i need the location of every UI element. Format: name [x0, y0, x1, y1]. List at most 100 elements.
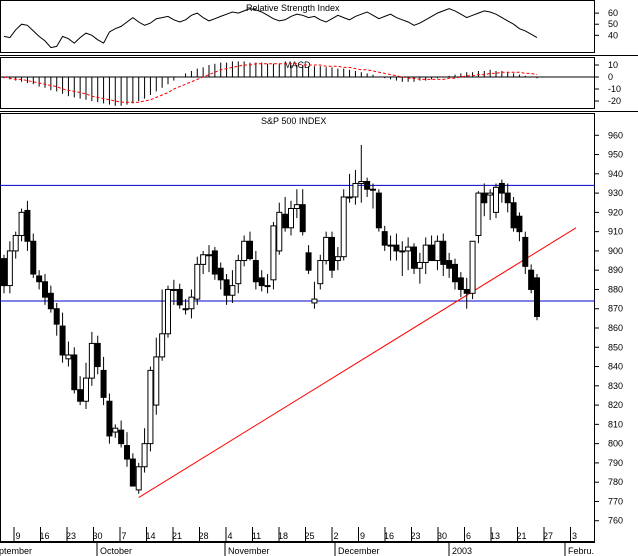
- candle-body: [112, 427, 119, 433]
- candle-body: [528, 269, 535, 290]
- candle-body: [516, 215, 523, 233]
- price-tick-label: 940: [608, 169, 623, 179]
- candle-body: [124, 445, 130, 460]
- candle-body: [446, 260, 453, 269]
- candle-body: [282, 213, 289, 229]
- candle-body: [100, 369, 107, 398]
- candle-body: [153, 356, 160, 406]
- candle-body: [118, 429, 125, 445]
- price-tick-label: 800: [608, 439, 623, 449]
- candle-body: [12, 234, 19, 252]
- price-tick-label: 900: [608, 246, 623, 256]
- candle-body: [457, 277, 464, 290]
- price-tick-label: 870: [608, 304, 623, 314]
- candle-body: [170, 288, 177, 291]
- price-tick-label: 880: [608, 284, 623, 294]
- candle-body: [305, 252, 312, 271]
- macd-series: [0, 61, 595, 106]
- candle-body: [399, 250, 406, 253]
- candle-body: [340, 196, 347, 258]
- candle-body: [30, 240, 37, 275]
- candle-body: [47, 292, 54, 310]
- price-tick-label: 960: [608, 130, 623, 140]
- price-series: [0, 144, 595, 499]
- candle-body: [129, 458, 136, 487]
- month-label: Febru.: [568, 546, 594, 556]
- candle-body: [346, 196, 353, 199]
- macd-panel: [0, 57, 595, 109]
- candle-body: [452, 263, 458, 283]
- candle-body: [311, 298, 318, 304]
- candle-body: [416, 261, 423, 269]
- date-tick-label: 3: [572, 531, 577, 541]
- candle-body: [440, 240, 447, 265]
- date-tick-label: 30: [437, 531, 447, 541]
- candle-body: [1, 258, 7, 287]
- price-tick-label: 920: [608, 207, 623, 217]
- candle-body: [487, 192, 494, 196]
- candle-body: [18, 211, 25, 236]
- date-tick-label: 4: [227, 531, 232, 541]
- date-tick-label: 28: [198, 531, 208, 541]
- candle-body: [323, 236, 330, 262]
- rsi-title: Relative Strength Index: [246, 3, 340, 13]
- candle-body: [411, 246, 417, 269]
- candle-body: [106, 400, 113, 437]
- candle-body: [329, 236, 335, 271]
- candle-body: [59, 325, 66, 356]
- month-label: September: [0, 546, 32, 556]
- price-tick-label: 820: [608, 400, 623, 410]
- macd-tick-label: -20: [608, 96, 621, 106]
- rsi-tick-label: 40: [608, 30, 618, 40]
- price-tick-label: 850: [608, 342, 623, 352]
- date-tick-label: 7: [121, 531, 126, 541]
- candle-body: [235, 260, 242, 285]
- price-tick-label: 930: [608, 188, 623, 198]
- candle-body: [188, 296, 195, 310]
- macd-title: MACD: [284, 60, 311, 70]
- candle-body: [252, 260, 259, 283]
- candle-body: [71, 354, 78, 391]
- month-label: 2003: [452, 546, 472, 556]
- price-tick-label: 910: [608, 227, 623, 237]
- rsi-panel: [0, 0, 595, 53]
- date-tick-label: 27: [543, 531, 553, 541]
- price-title: S&P 500 INDEX: [261, 116, 326, 126]
- macd-tick-label: 0: [608, 72, 613, 82]
- candle-body: [159, 333, 166, 358]
- date-tick-label: 16: [384, 531, 394, 541]
- candle-body: [317, 260, 324, 285]
- date-tick-label: 16: [39, 531, 49, 541]
- macd-tick-label: -10: [608, 84, 621, 94]
- candle-body: [475, 192, 482, 236]
- candle-body: [381, 231, 388, 246]
- date-tick-label: 21: [172, 531, 182, 541]
- candle-body: [334, 256, 341, 262]
- price-tick-label: 790: [608, 458, 623, 468]
- date-tick-label: 11: [252, 531, 261, 541]
- date-tick-label: 21: [516, 531, 526, 541]
- candle-body: [42, 281, 48, 298]
- month-label: November: [228, 546, 270, 556]
- candle-body: [288, 208, 294, 229]
- price-tick-label: 780: [608, 477, 623, 487]
- candle-body: [241, 240, 248, 262]
- date-tick-label: 18: [278, 531, 288, 541]
- candle-body: [88, 342, 95, 379]
- candle-body: [223, 279, 230, 296]
- candle-body: [247, 240, 253, 260]
- candle-body: [94, 342, 101, 368]
- rsi-series: [3, 8, 538, 49]
- date-tick-label: 13: [490, 531, 500, 541]
- candle-body: [522, 236, 529, 267]
- rsi-tick-label: 60: [608, 8, 618, 18]
- candle-body: [370, 188, 376, 191]
- candle-body: [83, 377, 89, 402]
- month-label: December: [338, 546, 380, 556]
- candle-body: [194, 263, 201, 300]
- price-tick-label: 890: [608, 265, 623, 275]
- candle-body: [258, 277, 265, 287]
- date-tick-label: 2: [333, 531, 338, 541]
- price-tick-label: 810: [608, 419, 623, 429]
- date-tick-label: 30: [92, 531, 102, 541]
